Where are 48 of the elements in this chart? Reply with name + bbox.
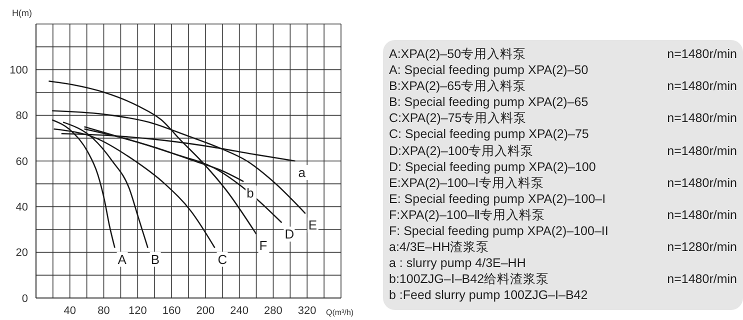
series-label: E: [308, 218, 318, 233]
x-axis-title: Q(m³/h): [326, 308, 354, 317]
text: B: Special feeding pump XPA(2)–65: [389, 94, 590, 110]
y-tick-label: 60: [16, 156, 28, 168]
text: n=1480r/min: [667, 206, 737, 224]
x-tick-label: 160: [162, 304, 181, 317]
series-label: A: [118, 252, 127, 267]
x-tick-label: 200: [196, 304, 215, 317]
text: B:XPA(2)–65专用入料泵: [389, 78, 526, 94]
text: A: Special feeding pump XPA(2)–50: [389, 62, 590, 78]
series-label: B: [150, 252, 160, 267]
text: b:100ZJG–Ⅰ–B42给料渣浆泵: [389, 271, 550, 288]
text: E: Special feeding pump XPA(2)–100–I: [389, 190, 607, 207]
text: n=1480r/min: [667, 110, 737, 126]
text: n=1480r/min: [667, 46, 737, 62]
text: C: Special feeding pump XPA(2)–75: [389, 126, 590, 143]
text: C:XPA(2)–75专用入料泵: [389, 110, 527, 126]
x-tick-label: 40: [64, 304, 76, 317]
text: n=1480r/min: [667, 174, 737, 191]
text: F:XPA(2)–100–Ⅱ专用入料泵: [389, 206, 546, 224]
series-label: b: [246, 186, 254, 201]
text: b :Feed slurry pump 100ZJG–I–B42: [389, 287, 589, 304]
x-tick-label: 280: [264, 304, 282, 317]
y-tick-label: 80: [16, 110, 28, 122]
y-tick-label: 20: [16, 247, 28, 260]
x-tick-label: 320: [298, 304, 316, 317]
text: a : slurry pump 4/3E–HH: [389, 255, 527, 272]
y-tick-label: 40: [16, 202, 28, 214]
y-axis-title: H(m): [12, 8, 32, 18]
text: n=1480r/min: [667, 78, 737, 94]
text: F: Special feeding pump XPA(2)–100–II: [389, 223, 610, 240]
series-label: a: [298, 165, 306, 180]
x-tick-label: 120: [128, 304, 147, 317]
text: E:XPA(2)–100–Ⅰ专用入料泵: [389, 174, 544, 191]
text: D: Special feeding pump XPA(2)–100: [389, 158, 597, 175]
text: D:XPA(2)–100专用入料泵: [389, 142, 534, 159]
series-label: C: [218, 252, 228, 267]
series-label: D: [284, 226, 294, 242]
y-tick-label: 0: [22, 292, 28, 305]
text: n=1480r/min: [667, 142, 737, 159]
x-tick-label: 240: [230, 304, 249, 317]
text: n=1280r/min: [667, 239, 737, 256]
y-tick-label: 100: [10, 64, 28, 77]
text: a:4/3E–HH渣浆泵: [389, 239, 490, 256]
series-label: F: [259, 238, 268, 254]
text: n=1480r/min: [667, 271, 737, 288]
text: A:XPA(2)–50专用入料泵: [389, 46, 526, 62]
x-tick-label: 80: [98, 304, 110, 317]
